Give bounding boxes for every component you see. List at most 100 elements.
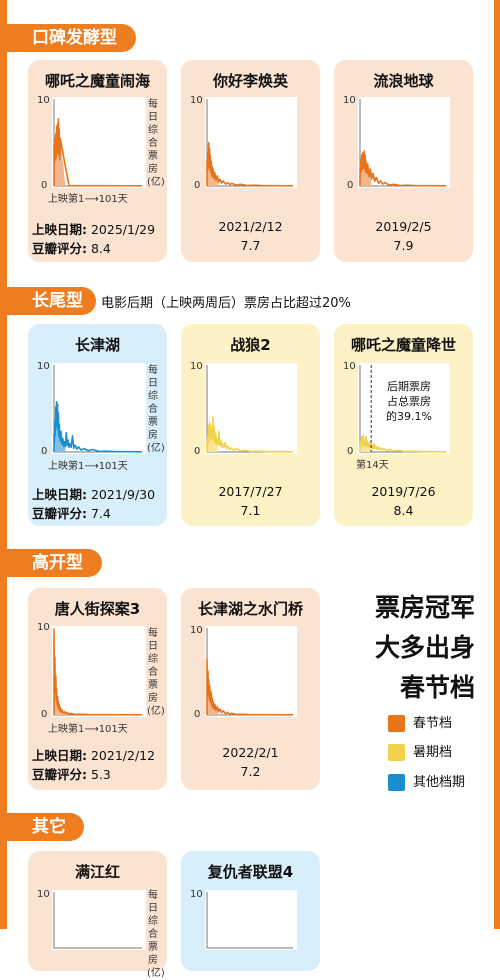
daily-box-office-line bbox=[53, 118, 143, 187]
movie-card: 满江红 10 每日综合票房(亿) bbox=[28, 851, 167, 979]
release-value: 2022/2/1 bbox=[222, 745, 279, 760]
movie-title: 唐人街探案3 bbox=[54, 600, 141, 618]
release-label: 上映日期: bbox=[32, 748, 87, 763]
y-axis-label: 每日综合票房(亿) bbox=[147, 628, 165, 717]
early-box-office-area bbox=[54, 630, 66, 715]
movie-card: 战狼2 10 0 2017/7/27 7.1 bbox=[181, 324, 320, 526]
y-max-tick: 10 bbox=[343, 361, 356, 372]
plot-area bbox=[52, 626, 146, 717]
headline-line: 春节档 bbox=[399, 673, 475, 702]
daily-box-office-line bbox=[53, 629, 143, 716]
release-value: 2017/7/27 bbox=[218, 484, 283, 499]
release-value: 2021/2/12 bbox=[90, 748, 156, 763]
release-value: 2021/9/30 bbox=[90, 487, 156, 502]
early-box-office-area bbox=[360, 151, 372, 186]
y-min-tick: 0 bbox=[41, 446, 48, 457]
plot-area bbox=[205, 97, 297, 188]
early-box-office-area bbox=[207, 417, 219, 452]
y-max-tick: 10 bbox=[190, 95, 203, 106]
box-office-chart bbox=[206, 365, 294, 453]
score-value: 7.9 bbox=[393, 238, 414, 253]
early-box-office-area bbox=[207, 142, 219, 186]
daily-box-office-line bbox=[359, 150, 447, 187]
legend-label: 春节档 bbox=[413, 716, 453, 731]
movie-title: 长津湖之水门桥 bbox=[197, 600, 303, 618]
score-label: 豆瓣评分: bbox=[32, 767, 87, 782]
legend-label: 其他档期 bbox=[413, 775, 466, 790]
score-value: 8.4 bbox=[393, 503, 414, 518]
box-office-chart bbox=[359, 365, 447, 453]
plot-area bbox=[52, 97, 146, 188]
y-min-tick: 0 bbox=[41, 180, 48, 191]
section-desc-long-tail: 电影后期（上映两周后）票房占比超过20% bbox=[101, 296, 351, 311]
headline-line: 票房冠军 bbox=[374, 593, 475, 622]
score-value: 8.4 bbox=[90, 241, 111, 256]
score-value: 7.2 bbox=[240, 764, 261, 779]
early-box-office-area bbox=[54, 118, 66, 186]
movie-card: 你好李焕英 10 0 2021/2/12 7.7 bbox=[181, 60, 320, 262]
score-value: 5.3 bbox=[90, 767, 111, 782]
movie-card: 长津湖之水门桥 10 0 2022/2/1 7.2 bbox=[181, 588, 320, 790]
movie-card: 唐人街探案3 10 0 每日综合票房(亿) 上映第1⟶101天 上映日期: 20… bbox=[28, 588, 167, 790]
axis-lines bbox=[53, 892, 142, 949]
box-office-chart bbox=[206, 99, 294, 187]
score-label: 豆瓣评分: bbox=[32, 241, 87, 256]
release-value: 2019/2/5 bbox=[375, 219, 432, 234]
release-label: 上映日期: bbox=[32, 222, 87, 237]
y-max-tick: 10 bbox=[37, 95, 50, 106]
movie-card: 复仇者联盟4 10 bbox=[181, 851, 320, 971]
axis-lines bbox=[206, 892, 293, 949]
section-tag-high-opening: 高开型 bbox=[0, 549, 102, 577]
x-axis-range: 上映第1⟶101天 bbox=[48, 194, 128, 205]
movie-title: 复仇者联盟4 bbox=[207, 863, 294, 881]
y-axis-label: 每日综合票房(亿) bbox=[147, 99, 165, 188]
y-min-tick: 0 bbox=[41, 709, 48, 720]
release-date: 上映日期: 2025/1/29 bbox=[32, 219, 155, 238]
douban-score: 豆瓣评分: 5.3 bbox=[32, 764, 111, 783]
y-max-tick: 10 bbox=[37, 361, 50, 372]
y-min-tick: 0 bbox=[347, 180, 354, 191]
box-office-chart bbox=[53, 365, 143, 453]
late-share-annotation: 后期票房 占总票房 的39.1% bbox=[378, 379, 440, 424]
y-min-tick: 0 bbox=[194, 180, 201, 191]
movie-card: 长津湖 10 0 每日综合票房(亿) 上映第1⟶101天 上映日期: 2021/… bbox=[28, 324, 167, 526]
movie-title: 流浪地球 bbox=[373, 72, 434, 90]
legend-swatch bbox=[388, 715, 405, 732]
release-value: 2021/2/12 bbox=[218, 219, 283, 234]
annotation-line: 占总票房 bbox=[387, 395, 431, 408]
movie-title: 哪吒之魔童闹海 bbox=[44, 72, 150, 90]
axis-lines bbox=[53, 628, 142, 716]
axis-lines bbox=[206, 628, 293, 716]
y-max-tick: 10 bbox=[37, 622, 50, 633]
score-value: 7.7 bbox=[240, 238, 261, 253]
box-office-chart bbox=[53, 99, 143, 187]
section-tag-long-tail: 长尾型 bbox=[0, 287, 96, 315]
score-value: 7.1 bbox=[240, 503, 261, 518]
douban-score: 豆瓣评分: 7.4 bbox=[32, 503, 111, 522]
release-date: 上映日期: 2021/2/12 bbox=[32, 745, 155, 764]
x-axis-range: 上映第1⟶101天 bbox=[48, 724, 128, 735]
headline: 票房冠军 大多出身 春节档 bbox=[355, 588, 475, 708]
movie-title: 哪吒之魔童降世 bbox=[350, 336, 456, 354]
movie-title: 长津湖 bbox=[74, 336, 120, 354]
plot-area bbox=[52, 363, 146, 454]
box-office-chart bbox=[53, 628, 143, 716]
y-min-tick: 0 bbox=[194, 709, 201, 720]
daily-box-office-line bbox=[206, 141, 294, 187]
daily-box-office-line bbox=[206, 658, 294, 716]
daily-box-office-line bbox=[53, 401, 143, 453]
release-date: 上映日期: 2021/9/30 bbox=[32, 484, 155, 503]
plot-area bbox=[205, 626, 297, 717]
plot-area bbox=[358, 363, 450, 454]
x-axis-range: 上映第1⟶101天 bbox=[48, 461, 128, 472]
release-value: 2019/7/26 bbox=[371, 484, 436, 499]
score-label: 豆瓣评分: bbox=[32, 506, 87, 521]
annotation-line: 后期票房 bbox=[387, 380, 431, 393]
y-max-tick: 10 bbox=[190, 889, 203, 900]
left-border bbox=[0, 0, 7, 929]
plot-area bbox=[52, 890, 146, 950]
release-value: 2025/1/29 bbox=[90, 222, 156, 237]
section-tag-other: 其它 bbox=[0, 813, 84, 841]
box-office-chart bbox=[206, 892, 293, 949]
